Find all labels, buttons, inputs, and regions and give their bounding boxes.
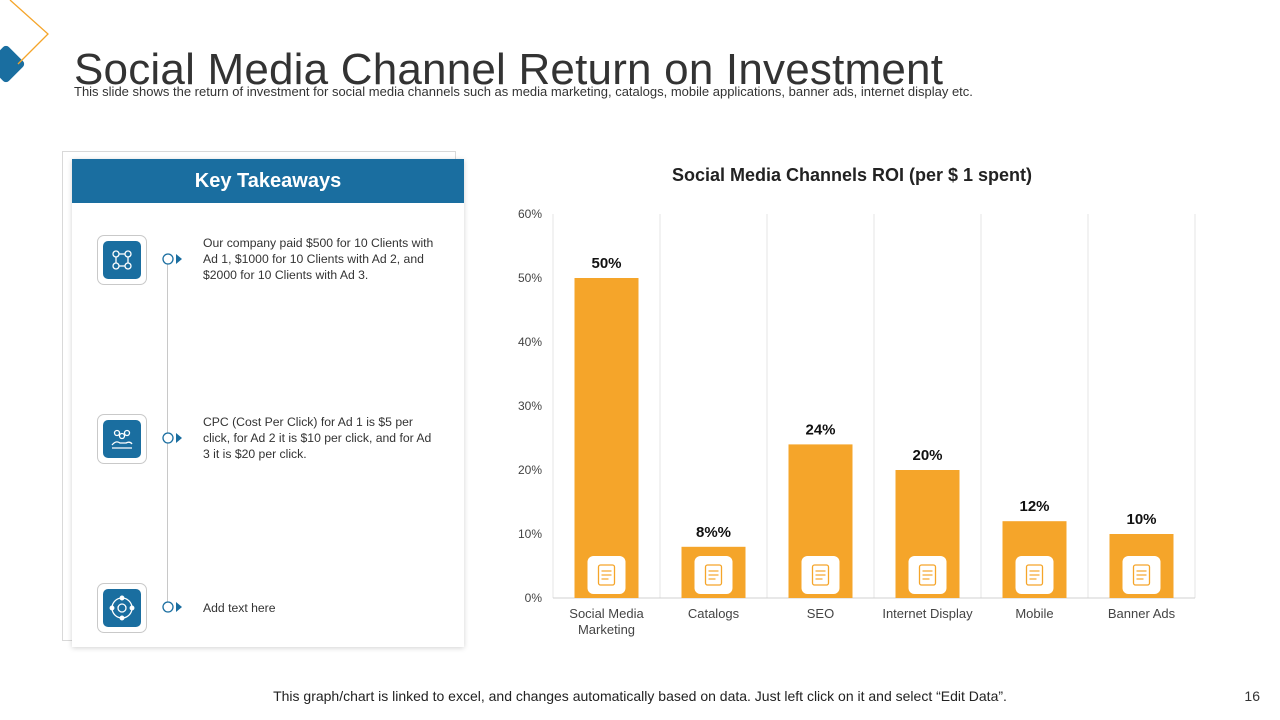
mobile-icon [1015, 556, 1054, 594]
y-tick-label: 40% [518, 335, 542, 349]
takeaway-text-2: CPC (Cost Per Click) for Ad 1 is $5 per … [203, 415, 432, 461]
x-tick-label-5: Mobile [1015, 606, 1053, 621]
team-hand-icon [97, 414, 147, 464]
x-tick-label-4: Internet Display [882, 606, 973, 621]
footer-note: This graph/chart is linked to excel, and… [273, 688, 1007, 704]
data-label-1: 50% [591, 255, 621, 272]
data-label-2: 8%% [696, 524, 731, 541]
process-cycle-icon [97, 583, 147, 633]
data-label-6: 10% [1126, 511, 1156, 528]
y-tick-label: 30% [518, 399, 542, 413]
banner-ads-icon [1122, 556, 1161, 594]
bar-1 [574, 278, 639, 598]
key-takeaways-card: Key Takeaways Our company paid $500 for … [72, 159, 464, 647]
takeaway-text-3: Add text here [203, 601, 276, 615]
chart-title: Social Media Channels ROI (per $ 1 spent… [672, 165, 1032, 185]
timeline-marker-icon [162, 601, 182, 613]
page-number: 16 [1244, 688, 1260, 704]
x-tick-label-2: Catalogs [688, 606, 740, 621]
social-media-icon [587, 556, 626, 594]
takeaway-text-1: Our company paid $500 for 10 Clients wit… [203, 236, 434, 282]
y-tick-label: 20% [518, 463, 542, 477]
people-network-icon [97, 235, 147, 285]
page-subtitle: This slide shows the return of investmen… [74, 84, 973, 99]
key-takeaways-header: Key Takeaways [72, 159, 464, 203]
x-tick-label-3: SEO [807, 606, 834, 621]
roi-bar-chart: Social Media Channels ROI (per $ 1 spent… [518, 165, 1196, 637]
x-tick-label-1: Social Media Marketing [569, 606, 644, 637]
timeline-marker-icon [162, 432, 182, 444]
timeline-marker-icon [162, 253, 182, 265]
catalog-icon [694, 556, 733, 594]
y-tick-label: 0% [525, 591, 543, 605]
monitor-icon [908, 556, 947, 594]
y-tick-label: 10% [518, 527, 542, 541]
x-tick-label-6: Banner Ads [1108, 606, 1176, 621]
data-label-5: 12% [1019, 498, 1049, 515]
y-tick-label: 50% [518, 271, 542, 285]
page-title: Social Media Channel Return on Investmen… [74, 45, 944, 95]
y-tick-label: 60% [518, 207, 542, 221]
corner-decoration [0, 0, 49, 83]
data-label-4: 20% [912, 447, 942, 464]
data-label-3: 24% [805, 421, 835, 438]
seo-icon [801, 556, 840, 594]
